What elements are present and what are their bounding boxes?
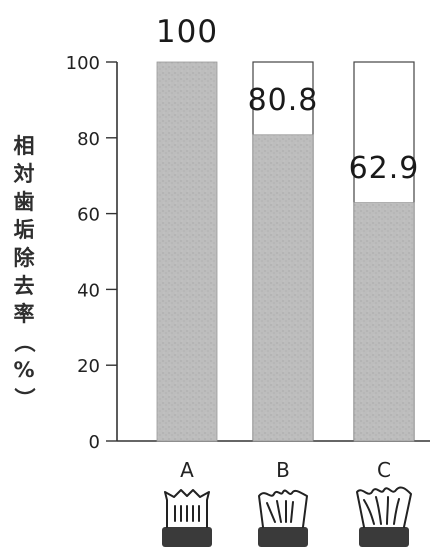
bar-c (353, 202, 415, 442)
value-label-a: 100 (156, 14, 218, 50)
value-label-c: 62.9 (349, 151, 420, 186)
toothbrush-c-icon (356, 486, 412, 547)
y-tick-label: 100 (66, 53, 100, 74)
y-axis-label-char: 対 (13, 162, 35, 186)
y-axis-label-char: 除 (13, 246, 35, 270)
category-label-a: A (180, 458, 194, 482)
category-label-b: B (276, 458, 290, 482)
y-axis-label-char: 率 (13, 302, 35, 326)
y-axis-label-char: 歯 (13, 190, 35, 214)
y-tick-label: 80 (77, 129, 100, 150)
y-tick-label: 60 (77, 205, 100, 226)
y-axis-label: 相対歯垢除去率 （% ） (10, 132, 38, 412)
value-label-b: 80.8 (248, 83, 319, 118)
category-label-c: C (377, 458, 391, 482)
bar-a (156, 61, 218, 442)
toothbrush-b-icon (258, 489, 308, 547)
y-axis-label-char: ） (12, 387, 36, 409)
y-axis-label-char: 去 (13, 274, 35, 298)
bar-b (252, 134, 314, 442)
y-tick-label: 40 (77, 280, 100, 301)
y-tick-label: 20 (77, 356, 100, 377)
y-tick-label: 0 (89, 432, 100, 453)
y-axis-label-char: 垢 (13, 218, 35, 242)
toothbrush-a-icon (162, 489, 212, 547)
y-axis-label-char: % (13, 358, 35, 382)
y-axis-label-char: （ (12, 331, 36, 353)
y-axis-label-char: 相 (13, 134, 35, 158)
